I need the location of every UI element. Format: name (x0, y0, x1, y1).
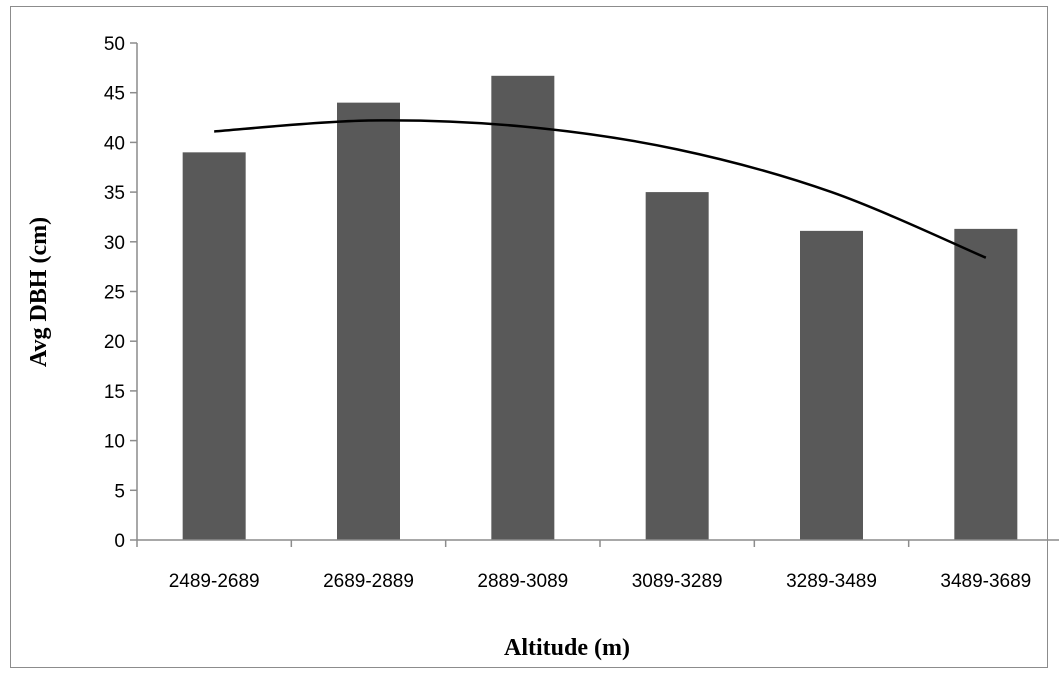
x-tick-label-1: 2489-2689 (169, 571, 260, 592)
x-tick-label-5: 3289-3489 (786, 571, 877, 592)
y-tick-label-45: 45 (104, 84, 125, 105)
y-tick-label-25: 25 (104, 283, 125, 304)
y-tick-label-20: 20 (104, 332, 125, 353)
y-tick-label-50: 50 (104, 34, 125, 55)
x-tick-labels: 2489-2689 2689-2889 2889-3089 3089-3289 3289… (169, 571, 1032, 592)
bars-group (182, 75, 1018, 541)
x-tick-label-6: 3489-3689 (940, 571, 1031, 592)
y-tick-label-30: 30 (104, 233, 125, 254)
y-tick-labels: 0 5 10 15 20 25 30 35 40 45 50 (104, 34, 125, 552)
trendline (214, 119, 987, 259)
y-tick-label-35: 35 (104, 183, 125, 204)
trendline-group (214, 119, 987, 259)
bar-6 (954, 228, 1018, 541)
y-tick-label-40: 40 (104, 133, 125, 154)
bar-3 (491, 75, 555, 540)
bar-5 (800, 230, 863, 540)
bar-2 (337, 102, 400, 540)
bar-1 (182, 152, 246, 540)
y-tick-label-0: 0 (114, 531, 125, 552)
y-tick-label-15: 15 (104, 382, 125, 403)
bar-4 (645, 192, 709, 540)
y-tick-label-10: 10 (104, 432, 125, 453)
x-axis-title: Altitude (m) (504, 635, 630, 661)
x-tick-label-4: 3089-3289 (632, 571, 723, 592)
x-tick-label-3: 2889-3089 (477, 571, 568, 592)
y-axis-title: Avg DBH (cm) (26, 217, 52, 367)
y-tick-label-5: 5 (114, 481, 125, 502)
axes-group (130, 42, 1059, 547)
x-tick-label-2: 2689-2889 (323, 571, 414, 592)
